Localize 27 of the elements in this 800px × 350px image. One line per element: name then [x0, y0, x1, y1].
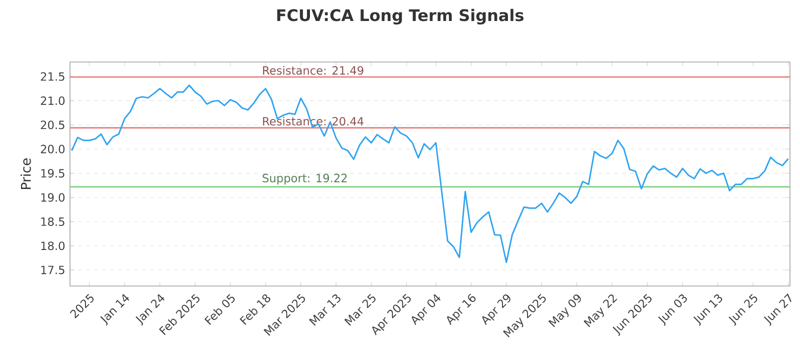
x-tick-label: Mar 13	[309, 294, 340, 326]
x-tick-label: Jun 25	[728, 294, 758, 326]
x-tick-label: Feb 05	[204, 294, 235, 325]
y-tick-label: 17.5	[41, 266, 64, 274]
x-tick-label: Jan 24	[136, 294, 165, 326]
x-tick-label: Feb 18	[240, 294, 270, 325]
y-tick-label: 18.5	[41, 217, 64, 226]
y-tick-label: 19.0	[41, 193, 65, 202]
y-tick-label: 18.0	[41, 242, 65, 250]
x-tick-label: Jan 14	[100, 294, 130, 326]
ref-line-label: Resistance: 21.49	[263, 66, 364, 75]
y-tick-label: 21.0	[40, 96, 65, 105]
x-tick-label: Apr 16	[446, 294, 476, 326]
x-tick-label: Mar 25	[344, 294, 376, 326]
y-tick-label: 20.5	[40, 120, 64, 130]
y-tick-label: 21.5	[40, 72, 64, 81]
x-tick-label: Jun 13	[693, 294, 722, 326]
chart-title: FCUV:CA Long Term Signals	[277, 8, 524, 24]
x-tick-label: Jun 27	[764, 293, 792, 326]
x-tick-label: Apr 29	[482, 294, 510, 326]
y-tick-label: 20.0	[40, 144, 65, 154]
y-tick-label: 19.5	[41, 168, 64, 178]
ref-line-label: Support: 19.22	[262, 174, 347, 185]
x-tick-label: Jun 03	[658, 294, 687, 326]
x-tick-label: Apr 04	[412, 294, 441, 326]
line-series	[71, 84, 789, 264]
y-axis-title: Price	[20, 158, 31, 189]
